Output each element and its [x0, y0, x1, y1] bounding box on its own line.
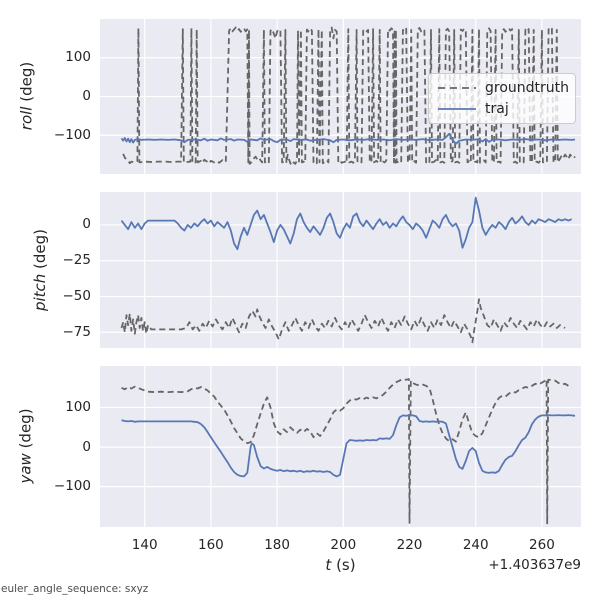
x-axis-label: t (s) [100, 556, 581, 574]
solid-line-sample-icon [438, 108, 476, 110]
dashed-line-sample-icon [438, 87, 476, 89]
pitch-subplot [100, 192, 581, 348]
yaw-y-tick-label: −100 [53, 478, 91, 495]
yaw-y-tick-label: 100 [65, 399, 91, 416]
euler-angle-sequence-note: euler_angle_sequence: sxyz [1, 583, 149, 595]
yaw-groundtruth-line [121, 378, 573, 526]
roll-y-tick-label: 100 [65, 49, 91, 66]
pitch-y-tick-label: 0 [82, 216, 91, 233]
roll-y-tick-label: −100 [53, 126, 91, 143]
yaw-subplot [100, 366, 581, 527]
yaw-plot-canvas [100, 366, 581, 527]
yaw-traj-line [121, 414, 576, 478]
roll-groundtruth-line [122, 26, 576, 167]
pitch-plot-canvas [100, 192, 581, 348]
roll-plot-canvas [100, 19, 581, 174]
x-axis-label-unit: (s) [331, 556, 356, 574]
roll-traj-line [120, 132, 576, 145]
x-tick-label: 240 [462, 537, 489, 553]
roll-y-tick-label: 0 [82, 88, 91, 104]
legend: groundtruth traj [428, 73, 576, 124]
x-tick-label: 200 [330, 537, 357, 553]
x-axis-offset-text: +1.403637e9 [488, 557, 581, 573]
x-axis-label-variable: t [325, 556, 332, 574]
pitch-traj-line [120, 196, 573, 251]
yaw-y-tick-label: 0 [82, 438, 91, 455]
legend-label-groundtruth: groundtruth [485, 80, 570, 96]
x-tick-label: 220 [396, 537, 423, 553]
x-tick-label: 260 [529, 537, 555, 553]
pitch-y-tick-label: −50 [62, 287, 92, 304]
legend-label-traj: traj [485, 101, 509, 117]
x-tick-label: 160 [198, 537, 224, 553]
x-tick-label: 140 [131, 537, 158, 553]
pitch-groundtruth-line [120, 298, 566, 344]
pitch-y-tick-label: −75 [62, 323, 92, 340]
legend-entry-groundtruth: groundtruth [438, 80, 570, 96]
x-tick-label: 180 [264, 537, 290, 553]
legend-entry-traj: traj [438, 101, 567, 117]
pitch-y-tick-label: −25 [62, 252, 92, 269]
